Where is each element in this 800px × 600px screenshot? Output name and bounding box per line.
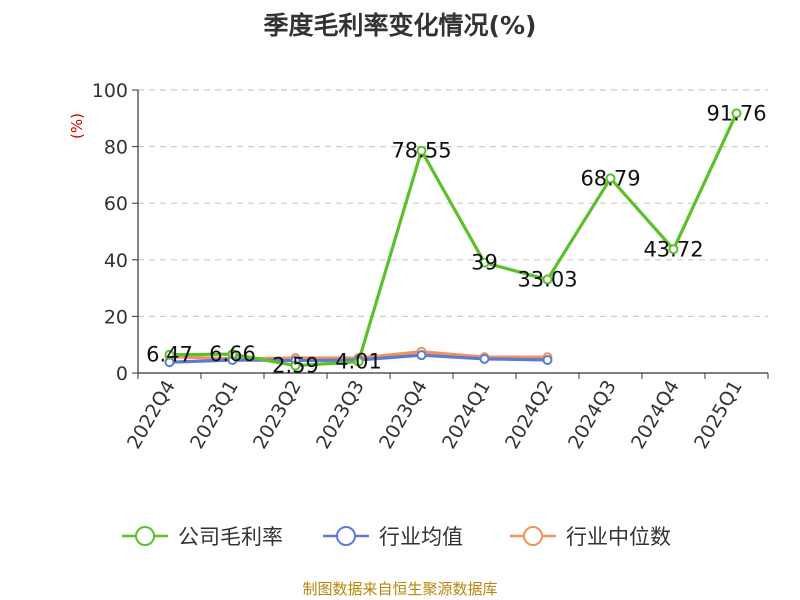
data-point [542, 354, 553, 365]
data-label: 4.01 [335, 350, 382, 374]
x-tick-label: 2023Q2 [249, 377, 306, 453]
data-point [416, 145, 427, 156]
chart-title: 季度毛利率变化情况(%) [263, 11, 537, 40]
data-point [227, 349, 238, 360]
x-tick-label: 2024Q3 [564, 377, 621, 453]
data-point [290, 360, 301, 371]
data-labels: 6.47 6.66 2.59 4.01 78.55 39 33.03 68.79 43.72 91… [146, 101, 766, 377]
x-tick-label: 2023Q4 [375, 377, 432, 453]
series-line [169, 112, 738, 368]
y-tick-label: 60 [104, 193, 128, 215]
y-axis-label: (%) [68, 113, 86, 139]
source-note: 制图数据来自恒生聚源数据库 [302, 580, 498, 598]
legend-label: 公司毛利率 [178, 525, 283, 549]
axes [132, 89, 769, 379]
legend-item[interactable]: 公司毛利率 [122, 525, 283, 549]
data-point [668, 244, 679, 255]
x-tick-label: 2022Q4 [123, 377, 180, 453]
data-label: 91.76 [706, 101, 766, 125]
x-tick-label: 2025Q1 [690, 377, 747, 453]
legend-marker [135, 526, 155, 546]
x-tick-label: 2023Q3 [312, 377, 369, 453]
data-label: 33.03 [517, 268, 577, 292]
x-tick-label: 2024Q1 [438, 377, 495, 453]
legend-marker [336, 526, 356, 546]
legend[interactable]: 公司毛利率 行业均值 行业中位数 [122, 525, 671, 549]
data-point [416, 350, 427, 361]
legend-marker [523, 526, 543, 546]
y-tick-label: 80 [104, 137, 128, 159]
data-point [542, 274, 553, 285]
data-point [479, 257, 490, 268]
y-tick-label: 20 [104, 306, 128, 328]
y-tick-label: 40 [104, 250, 128, 272]
data-point [479, 353, 490, 364]
y-tick-labels: 0 20 40 60 80 100 [92, 80, 128, 385]
data-label: 2.59 [272, 354, 319, 378]
grid-lines [138, 89, 768, 317]
legend-label: 行业中位数 [566, 525, 671, 549]
data-label: 6.66 [209, 342, 256, 366]
data-point [731, 108, 742, 119]
x-tick-label: 2023Q1 [186, 377, 243, 453]
y-tick-label: 0 [116, 363, 128, 385]
data-point [353, 356, 364, 367]
data-label: 43.72 [643, 237, 703, 261]
legend-item[interactable]: 行业中位数 [510, 525, 671, 549]
x-tick-label: 2024Q4 [627, 377, 684, 453]
y-tick-label: 100 [92, 80, 128, 102]
data-point [164, 349, 175, 360]
data-label: 78.55 [391, 139, 451, 163]
legend-item[interactable]: 行业均值 [323, 525, 463, 549]
data-point [605, 173, 616, 184]
data-label: 68.79 [580, 166, 640, 190]
data-label: 6.47 [146, 343, 193, 367]
x-tick-labels: 2022Q4 2023Q1 2023Q2 2023Q3 2023Q4 2024Q1 2024… [123, 377, 747, 453]
legend-label: 行业均值 [379, 525, 463, 549]
series-points [164, 108, 742, 371]
x-tick-label: 2024Q2 [501, 377, 558, 453]
data-label: 39 [471, 251, 498, 275]
